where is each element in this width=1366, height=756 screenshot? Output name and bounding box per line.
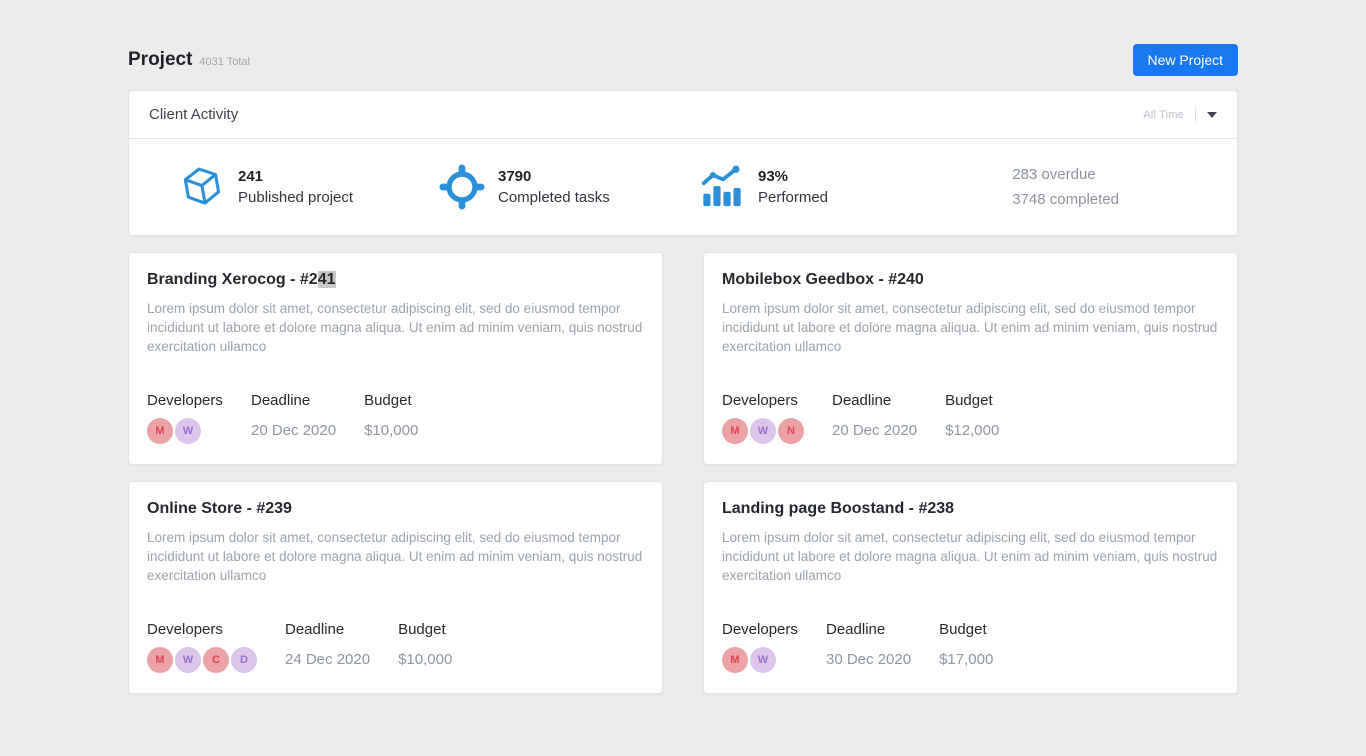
- developers-column: Developers M W C D: [147, 621, 257, 673]
- budget-column: Budget $10,000: [364, 392, 418, 444]
- deadline-value: 20 Dec 2020: [251, 422, 337, 439]
- page-title: Project: [128, 49, 193, 70]
- avatar: W: [175, 647, 201, 673]
- avatar: W: [750, 418, 776, 444]
- project-card-title: Mobilebox Geedbox - #240: [722, 271, 924, 288]
- project-meta: Developers M W Deadline 30 Dec 2020 Budg…: [722, 621, 1219, 673]
- title-group: Project 4031 Total: [128, 49, 250, 71]
- project-card[interactable]: Branding Xerocog - #241 Lorem ipsum dolo…: [128, 252, 663, 465]
- deadline-value: 20 Dec 2020: [832, 422, 918, 439]
- budget-column: Budget $12,000: [945, 392, 999, 444]
- avatar-group: M W C D: [147, 647, 257, 673]
- stat-value: 93%: [758, 168, 789, 185]
- budget-value: $17,000: [939, 651, 994, 668]
- budget-value: $12,000: [945, 422, 1000, 439]
- target-icon: [439, 164, 485, 210]
- deadline-value: 30 Dec 2020: [826, 651, 912, 668]
- developers-column: Developers M W: [722, 621, 798, 673]
- stat-published: 241 Published project: [179, 164, 439, 210]
- avatar: D: [231, 647, 257, 673]
- completed-count: 3748 completed: [1012, 191, 1119, 208]
- avatar: N: [778, 418, 804, 444]
- budget-label: Budget: [398, 621, 446, 638]
- stat-completed-tasks: 3790 Completed tasks: [439, 164, 699, 210]
- stat-value: 241: [238, 168, 264, 185]
- stats-row: 241 Published project 3790 Complet: [129, 139, 1237, 235]
- new-project-button[interactable]: New Project: [1132, 44, 1238, 76]
- deadline-label: Deadline: [832, 392, 892, 409]
- client-activity-title: Client Activity: [149, 106, 239, 123]
- stat-label: Completed tasks: [498, 189, 610, 206]
- project-card-description: Lorem ipsum dolor sit amet, consectetur …: [147, 530, 643, 583]
- client-activity-panel: Client Activity All Time 241 Publ: [128, 90, 1238, 236]
- stat-value: 3790: [498, 168, 532, 185]
- deadline-label: Deadline: [251, 392, 311, 409]
- client-activity-header: Client Activity All Time: [129, 91, 1237, 139]
- time-filter-value[interactable]: All Time: [1143, 108, 1184, 121]
- project-meta: Developers M W Deadline 20 Dec 2020 Budg…: [147, 392, 644, 444]
- selected-text: 41: [317, 271, 336, 288]
- deadline-column: Deadline 20 Dec 2020: [832, 392, 917, 444]
- overdue-count: 283 overdue: [1012, 166, 1096, 183]
- filter-divider: [1195, 107, 1196, 122]
- budget-label: Budget: [939, 621, 987, 638]
- topbar: Project 4031 Total New Project: [128, 44, 1238, 76]
- developers-label: Developers: [722, 621, 798, 638]
- time-filter-dropdown[interactable]: All Time: [1143, 107, 1217, 122]
- stat-performed: 93% Performed: [699, 164, 959, 210]
- avatar: M: [147, 418, 173, 444]
- project-meta: Developers M W C D Deadline 24 Dec 2020 …: [147, 621, 644, 673]
- project-card-title: Branding Xerocog - #241: [147, 271, 336, 288]
- budget-label: Budget: [364, 392, 412, 409]
- developers-label: Developers: [147, 621, 223, 638]
- bar-chart-icon: [701, 165, 741, 207]
- deadline-label: Deadline: [826, 621, 886, 638]
- total-count: 4031 Total: [199, 56, 250, 68]
- project-card-description: Lorem ipsum dolor sit amet, consectetur …: [147, 301, 643, 354]
- developers-label: Developers: [147, 392, 223, 409]
- project-card-description: Lorem ipsum dolor sit amet, consectetur …: [722, 530, 1218, 583]
- developers-label: Developers: [722, 392, 798, 409]
- budget-label: Budget: [945, 392, 993, 409]
- stat-label: Published project: [238, 189, 354, 206]
- stats-summary: 283 overdue 3748 completed: [1012, 162, 1119, 212]
- budget-column: Budget $10,000: [398, 621, 452, 673]
- avatar-group: M W: [722, 647, 798, 673]
- project-card-title: Online Store - #239: [147, 500, 292, 517]
- project-card[interactable]: Mobilebox Geedbox - #240 Lorem ipsum dol…: [703, 252, 1238, 465]
- project-card-description: Lorem ipsum dolor sit amet, consectetur …: [722, 301, 1218, 354]
- project-meta: Developers M W N Deadline 20 Dec 2020 Bu…: [722, 392, 1219, 444]
- chevron-down-icon[interactable]: [1207, 111, 1217, 118]
- avatar-group: M W: [147, 418, 223, 444]
- cube-icon: [183, 167, 221, 205]
- deadline-column: Deadline 24 Dec 2020: [285, 621, 370, 673]
- developers-column: Developers M W: [147, 392, 223, 444]
- avatar: W: [175, 418, 201, 444]
- stat-text: 241 Published project: [238, 166, 353, 208]
- project-card[interactable]: Landing page Boostand - #238 Lorem ipsum…: [703, 481, 1238, 694]
- avatar: M: [147, 647, 173, 673]
- deadline-value: 24 Dec 2020: [285, 651, 371, 668]
- avatar: M: [722, 418, 748, 444]
- project-card-title: Landing page Boostand - #238: [722, 500, 955, 517]
- deadline-column: Deadline 20 Dec 2020: [251, 392, 336, 444]
- avatar: M: [722, 647, 748, 673]
- avatar: C: [203, 647, 229, 673]
- deadline-column: Deadline 30 Dec 2020: [826, 621, 911, 673]
- page-container: Project 4031 Total New Project Client Ac…: [128, 0, 1238, 694]
- project-card[interactable]: Online Store - #239 Lorem ipsum dolor si…: [128, 481, 663, 694]
- stat-text: 3790 Completed tasks: [498, 166, 610, 208]
- avatar: W: [750, 647, 776, 673]
- deadline-label: Deadline: [285, 621, 345, 638]
- budget-value: $10,000: [398, 651, 453, 668]
- developers-column: Developers M W N: [722, 392, 804, 444]
- budget-column: Budget $17,000: [939, 621, 993, 673]
- stat-text: 93% Performed: [758, 166, 828, 208]
- stat-label: Performed: [758, 189, 829, 206]
- budget-value: $10,000: [364, 422, 419, 439]
- avatar-group: M W N: [722, 418, 804, 444]
- project-cards-grid: Branding Xerocog - #241 Lorem ipsum dolo…: [128, 252, 1238, 694]
